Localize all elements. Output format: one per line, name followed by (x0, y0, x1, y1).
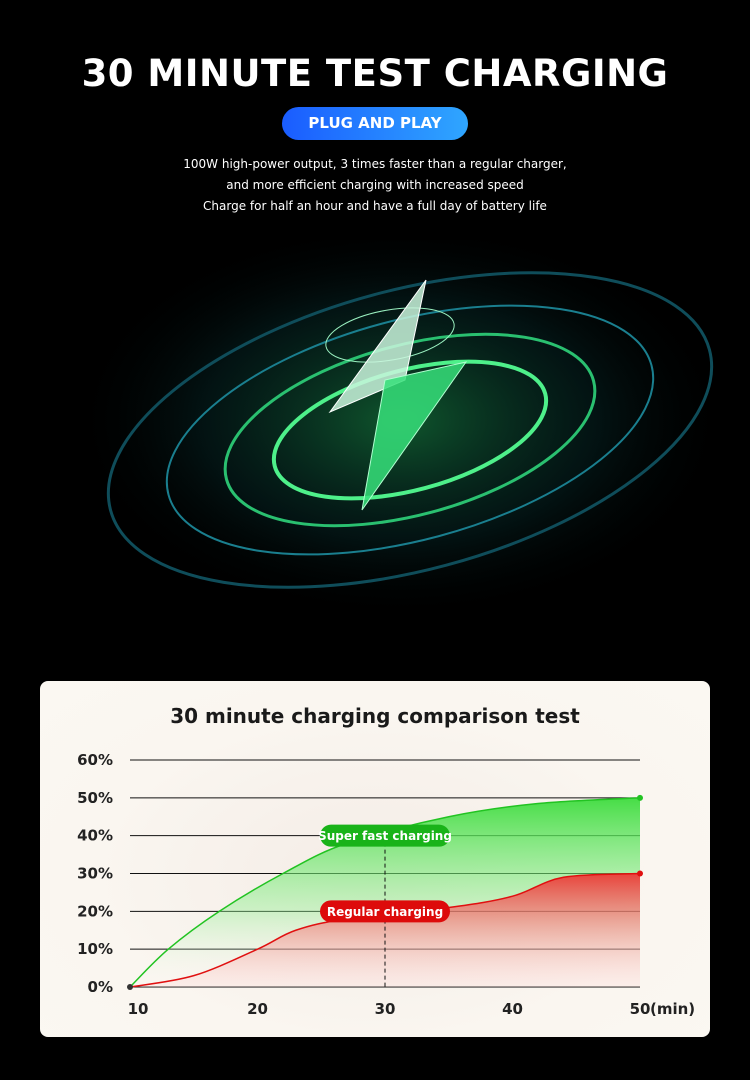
x-tick-label: 10 (128, 1000, 149, 1018)
series-label-pill (320, 900, 450, 923)
description-line: Charge for half an hour and have a full … (203, 199, 547, 213)
series-end-point (637, 870, 643, 877)
chart-title: 30 minute charging comparison test (170, 704, 580, 728)
description-line: 100W high-power output, 3 times faster t… (183, 157, 567, 171)
y-tick-label: 60% (77, 751, 113, 769)
lightning-bolt-icon (328, 279, 468, 511)
description-line: and more efficient charging with increas… (226, 178, 524, 192)
series-label: Super fast charging (318, 829, 452, 843)
x-tick-label: 40 (502, 1000, 523, 1018)
y-tick-label: 40% (77, 827, 113, 845)
series-label-pill (320, 824, 450, 847)
y-tick-label: 20% (77, 902, 113, 920)
comparison-chart: Super fast charging Regular charging 0% 10… (77, 751, 695, 1018)
x-tick-label: 50 (630, 1000, 651, 1018)
y-tick-label: 0% (88, 978, 113, 996)
page-title: 30 MINUTE TEST CHARGING (81, 52, 669, 95)
plug-and-play-badge: PLUG AND PLAY (282, 107, 468, 140)
y-tick-label: 50% (77, 789, 113, 807)
charging-hero-graphic (70, 240, 730, 620)
series-end-point (637, 794, 643, 801)
x-axis-label: (min) (650, 1000, 695, 1018)
origin-point (127, 984, 133, 990)
y-tick-label: 10% (77, 940, 113, 958)
comparison-chart-card: 30 minute charging comparison test Super… (40, 681, 710, 1037)
description: 100W high-power output, 3 times faster t… (0, 154, 750, 217)
x-tick-label: 20 (247, 1000, 268, 1018)
y-tick-label: 30% (77, 865, 113, 883)
series-label: Regular charging (327, 905, 443, 919)
x-tick-label: 30 (375, 1000, 396, 1018)
